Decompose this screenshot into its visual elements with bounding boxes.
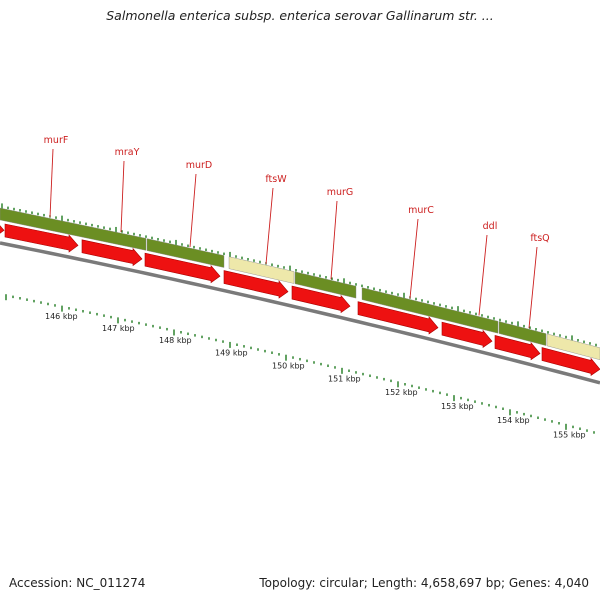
gene-leader-line bbox=[478, 234, 488, 316]
kbp-label: 151 kbp bbox=[328, 375, 361, 384]
gene-arrow bbox=[291, 285, 351, 314]
backbone-line bbox=[0, 241, 600, 385]
gene-leader-line bbox=[528, 246, 538, 329]
gene-arrow bbox=[0, 225, 5, 234]
backbone-path bbox=[0, 241, 600, 385]
gene-arrow bbox=[223, 270, 289, 299]
upper-tick-ring bbox=[1, 203, 597, 347]
gene-arrow bbox=[81, 239, 143, 267]
gene-leader-line bbox=[120, 160, 125, 233]
kbp-label: 153 kbp bbox=[441, 402, 474, 411]
gene-arrow bbox=[4, 223, 79, 253]
kbp-label: 146 kbp bbox=[45, 312, 78, 321]
feature-band-segment bbox=[0, 207, 147, 251]
kbp-label-group: 146 kbp 147 kbp 148 kbp 149 kbp 150 kbp 151 k… bbox=[45, 312, 586, 439]
feature-band-segment bbox=[498, 321, 547, 346]
gene-label: ddl bbox=[483, 221, 498, 232]
gene-label: ftsQ bbox=[530, 233, 549, 244]
accession-text: Accession: NC_011274 bbox=[9, 576, 146, 590]
gene-label: murD bbox=[186, 160, 213, 171]
lower-tick-ring bbox=[5, 294, 595, 434]
kbp-label: 147 kbp bbox=[102, 324, 135, 333]
gene-label: murG bbox=[327, 187, 354, 198]
kbp-label: 154 kbp bbox=[497, 416, 530, 425]
kbp-label: 150 kbp bbox=[272, 361, 305, 370]
gene-leader-line bbox=[409, 218, 419, 299]
gene-leader-line bbox=[189, 173, 197, 248]
gene-arrow bbox=[541, 347, 600, 376]
feature-band-track bbox=[0, 207, 600, 361]
map-title: Salmonella enterica subsp. enterica sero… bbox=[106, 8, 494, 23]
kbp-label: 148 kbp bbox=[159, 336, 192, 345]
summary-text: Topology: circular; Length: 4,658,697 bp… bbox=[259, 576, 589, 590]
feature-band-segment bbox=[228, 256, 295, 284]
gene-arrow bbox=[494, 335, 541, 361]
feature-band-segment bbox=[146, 238, 225, 268]
gene-arrow bbox=[357, 301, 439, 335]
gene-label: mraY bbox=[115, 147, 140, 158]
feature-band-segment bbox=[294, 271, 357, 299]
gene-label: murF bbox=[44, 135, 69, 146]
gene-leader-line bbox=[330, 200, 338, 280]
kbp-label: 152 kbp bbox=[385, 388, 418, 397]
gene-arrow bbox=[441, 321, 493, 349]
kbp-label: 155 kbp bbox=[553, 430, 586, 439]
feature-band-segment bbox=[546, 333, 600, 361]
feature-band-segment bbox=[361, 287, 499, 334]
gene-leader-line bbox=[49, 148, 54, 218]
gene-arrow bbox=[144, 252, 221, 284]
gene-leader-line bbox=[265, 187, 274, 265]
gene-label: ftsW bbox=[265, 174, 287, 185]
gene-arrow-track bbox=[0, 223, 600, 376]
kbp-label: 149 kbp bbox=[215, 349, 248, 358]
gene-label-group: murF mraY murD ftsW murG murC ddl ftsQ bbox=[44, 135, 550, 329]
gene-label: murC bbox=[408, 205, 434, 216]
